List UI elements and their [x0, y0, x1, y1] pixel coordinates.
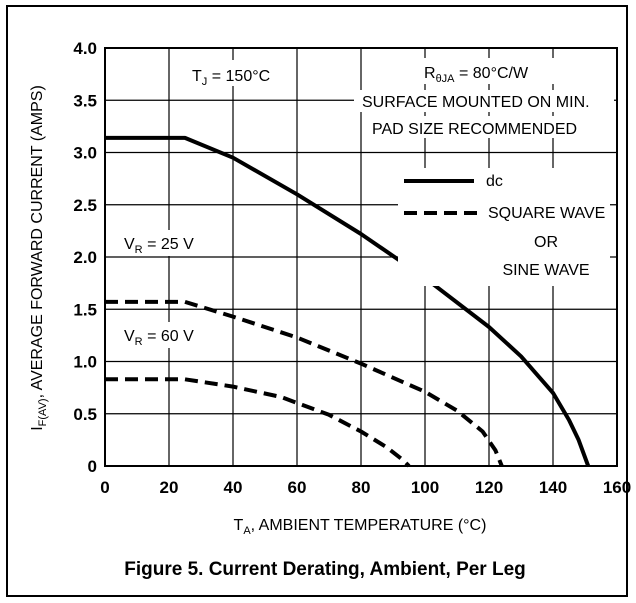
tj-mask — [188, 60, 288, 86]
y-tick-label: 3.0 — [73, 144, 97, 163]
y-tick-label: 2.0 — [73, 248, 97, 267]
plot-area-border — [104, 47, 618, 467]
vr25-mask — [120, 230, 208, 256]
y-tick-label: 3.5 — [73, 91, 97, 110]
tj-annotation: TJ = 150°C — [192, 68, 270, 88]
x-tick-label: 140 — [539, 478, 567, 497]
y-tick-label: 2.5 — [73, 196, 97, 215]
vr25-label: VR = 25 V — [124, 236, 194, 256]
legend-square-wave-label: SQUARE WAVE — [488, 205, 605, 222]
vr60-label: VR = 60 V — [124, 328, 194, 348]
x-tick-label: 80 — [352, 478, 371, 497]
y-tick-labels: 0 0.5 1.0 1.5 2.0 2.5 3.0 3.5 4.0 — [73, 39, 97, 476]
x-axis-title: TA, AMBIENT TEMPERATURE (°C) — [234, 517, 487, 537]
x-tick-label: 0 — [100, 478, 109, 497]
legend-box — [398, 168, 610, 286]
y-axis-title: IF(AV), AVERAGE FORWARD CURRENT (AMPS) — [29, 85, 49, 431]
mount-note-line1: SURFACE MOUNTED ON MIN. — [362, 94, 590, 111]
rtheta-mask — [420, 58, 574, 84]
curves — [105, 135, 591, 468]
series-line-vr25 — [105, 299, 504, 467]
x-tick-label: 40 — [224, 478, 243, 497]
figure-caption: Figure 5. Current Derating, Ambient, Per… — [124, 559, 526, 580]
x-tick-label: 120 — [475, 478, 503, 497]
y-tick-label: 1.0 — [73, 353, 97, 372]
series-line-dc — [105, 135, 591, 467]
y-tick-label: 0.5 — [73, 405, 97, 424]
x-tick-label: 160 — [603, 478, 631, 497]
series-line-vr60 — [105, 377, 411, 468]
vr60-mask — [120, 322, 208, 348]
legend-or-label: OR — [534, 234, 558, 251]
mount-note-line2: PAD SIZE RECOMMENDED — [372, 121, 577, 138]
mount-line2-mask — [368, 116, 600, 138]
mount-line1-mask — [354, 90, 614, 112]
y-tick-label: 1.5 — [73, 300, 97, 319]
legend-sine-wave-label: SINE WAVE — [502, 262, 589, 279]
legend-dc-label: dc — [486, 173, 503, 190]
x-tick-label: 100 — [411, 478, 439, 497]
y-tick-label: 4.0 — [73, 39, 97, 58]
x-tick-label: 20 — [160, 478, 179, 497]
x-tick-label: 60 — [288, 478, 307, 497]
x-tick-labels: 0 20 40 60 80 100 120 140 160 — [100, 478, 631, 497]
rtheta-annotation: RθJA = 80°C/W — [424, 65, 529, 85]
y-tick-label: 0 — [88, 457, 97, 476]
